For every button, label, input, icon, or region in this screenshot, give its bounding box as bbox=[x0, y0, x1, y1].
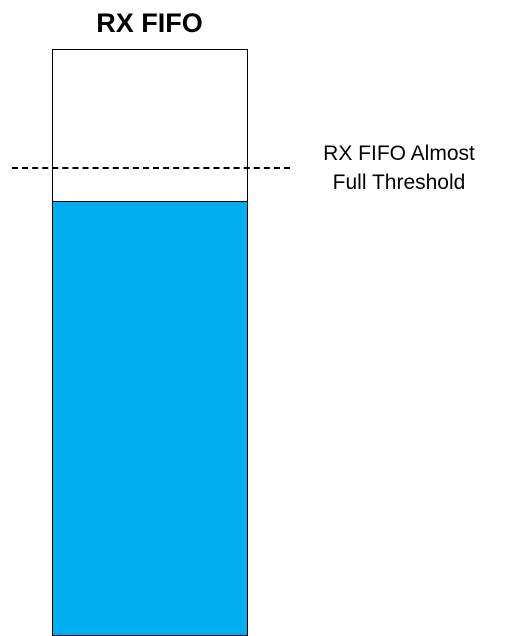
fifo-fill-level bbox=[53, 201, 247, 635]
almost-full-threshold-line bbox=[12, 167, 290, 169]
fifo-title: RX FIFO bbox=[96, 8, 203, 38]
threshold-label: RX FIFO Almost Full Threshold bbox=[296, 139, 502, 197]
rx-fifo-buffer bbox=[52, 49, 248, 636]
threshold-label-line-1: RX FIFO Almost bbox=[323, 142, 475, 165]
threshold-label-line-2: Full Threshold bbox=[332, 171, 466, 194]
